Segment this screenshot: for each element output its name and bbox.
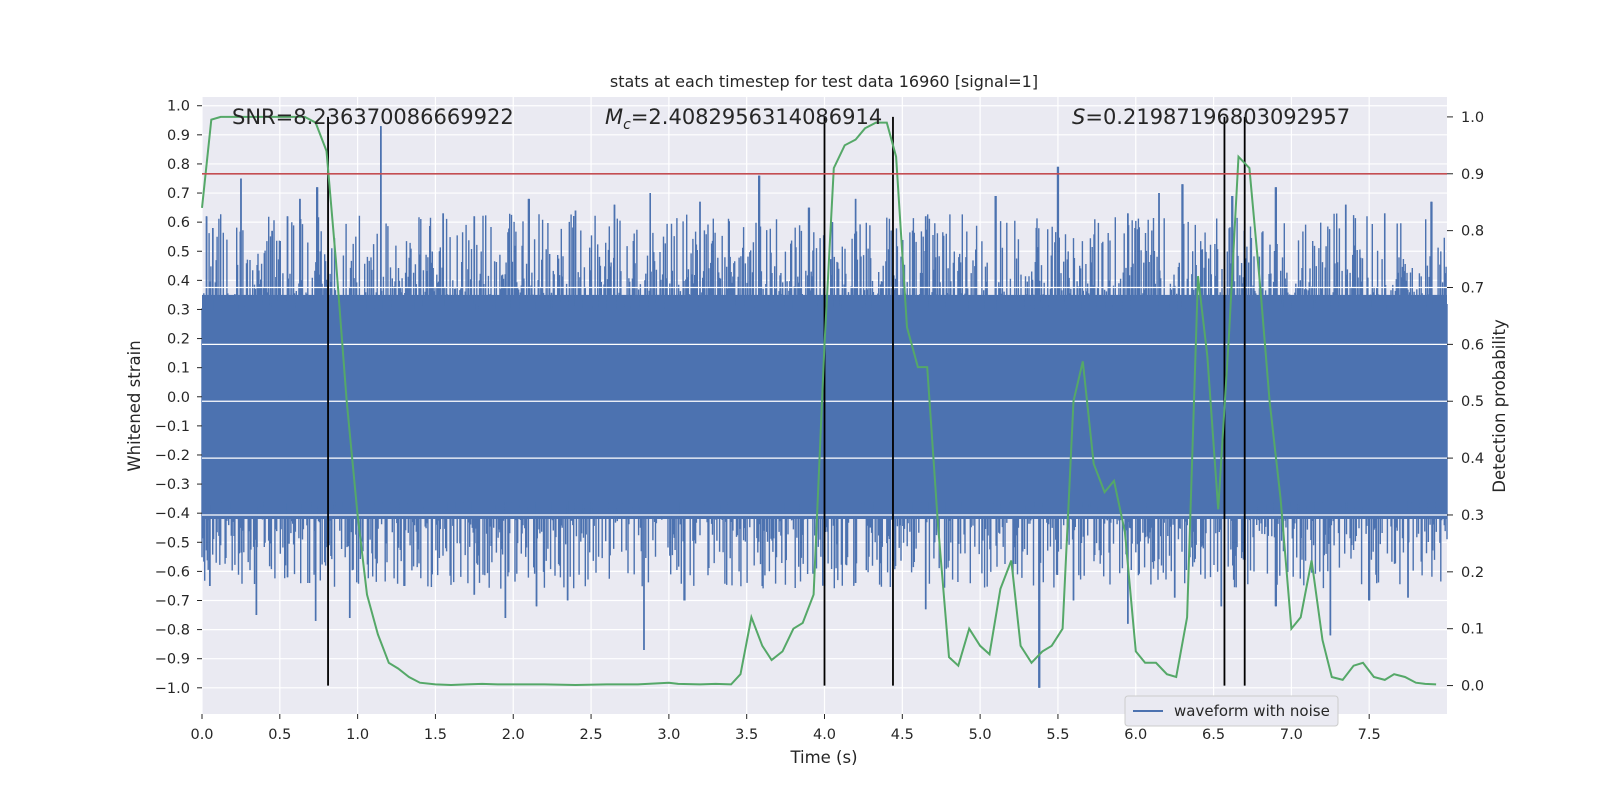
left-tick-label: 0.0 [167,390,190,406]
left-tick-label: −0.5 [155,535,190,551]
right-tick-label: 0.8 [1461,224,1484,240]
right-tick-label: 0.7 [1461,281,1484,297]
chirp-mass-annotation: Mc=2.4082956314086914 [605,105,882,133]
x-tick-label: 3.0 [657,727,680,743]
x-tick-label: 2.5 [580,727,603,743]
left-axis-label: Whitened strain [125,340,144,471]
chart-title: stats at each timestep for test data 169… [610,72,1038,91]
left-tick-label: −0.4 [155,506,190,522]
x-tick-label: 4.5 [891,727,914,743]
x-tick-label: 6.5 [1202,727,1225,743]
left-tick-label: −0.9 [155,652,190,668]
x-tick-label: 7.0 [1280,727,1303,743]
right-tick-label: 0.3 [1461,508,1484,524]
right-axis-label: Detection probability [1490,319,1509,493]
x-tick-label: 6.0 [1124,727,1147,743]
x-tick-label: 5.5 [1046,727,1069,743]
left-tick-label: 0.3 [167,302,190,318]
snr-annotation: SNR=8.236370086669922 [232,105,514,129]
left-tick-label: −0.3 [155,477,190,493]
left-tick-label: 0.6 [167,215,190,231]
right-tick-label: 0.9 [1461,167,1484,183]
left-tick-label: 0.4 [167,273,190,289]
right-axis-ticks: 1.0 0.9 0.8 0.7 0.6 0.5 0.4 0.3 0.2 0.1 0.0 [1447,110,1484,695]
x-tick-label: 2.0 [502,727,525,743]
left-tick-label: −0.8 [155,623,190,639]
left-tick-label: −0.1 [155,419,190,435]
chirp-mass-value: =2.4082956314086914 [631,105,882,129]
s-value: =0.21987196803092957 [1085,105,1350,129]
x-tick-label: 5.0 [969,727,992,743]
x-tick-label: 3.5 [735,727,758,743]
s-annotation: S=0.21987196803092957 [1072,105,1350,129]
legend-box [1124,695,1339,727]
left-tick-label: 0.8 [167,157,190,173]
x-tick-label: 1.5 [424,727,447,743]
left-axis-ticks: 1.0 0.9 0.8 0.7 0.6 0.5 0.4 0.3 0.2 0.1 0.0 −0.1 −0.… [155,99,202,697]
x-tick-label: 7.5 [1358,727,1381,743]
left-tick-label: 0.7 [167,186,190,202]
s-symbol: S [1072,105,1085,129]
legend-label-waveform: waveform with noise [1174,702,1330,720]
detection-probability-series [201,115,1437,687]
right-tick-label: 0.1 [1461,622,1484,638]
chirp-mass-subscript: c [623,117,631,133]
x-tick-label: 1.0 [346,727,369,743]
x-tick-label: 0.0 [190,727,213,743]
right-tick-label: 0.4 [1461,451,1484,467]
right-tick-label: 0.0 [1461,679,1484,695]
left-tick-label: 0.2 [167,332,190,348]
left-tick-label: −0.2 [155,448,190,464]
left-tick-label: −0.6 [155,564,190,580]
chirp-mass-symbol: M [605,105,623,129]
left-tick-label: −1.0 [155,681,190,697]
right-tick-label: 1.0 [1461,110,1484,126]
left-tick-label: 1.0 [167,99,190,115]
x-axis-ticks: 0.0 0.5 1.0 1.5 2.0 2.5 3.0 3.5 4.0 4.5 5.0 5.5 6.0 6… [190,714,1381,743]
x-axis-label: Time (s) [789,748,857,767]
right-tick-label: 0.2 [1461,565,1484,581]
left-tick-label: −0.7 [155,593,190,609]
legend: waveform with noise [1124,695,1339,727]
left-tick-label: 0.5 [167,244,190,260]
left-tick-label: 0.1 [167,361,190,377]
detection-probability-line [201,115,1437,687]
left-tick-label: 0.9 [167,128,190,144]
x-tick-label: 4.0 [813,727,836,743]
waveform-line [201,126,1448,688]
right-tick-label: 0.5 [1461,394,1484,410]
right-tick-label: 0.6 [1461,337,1484,353]
x-tick-label: 0.5 [268,727,291,743]
